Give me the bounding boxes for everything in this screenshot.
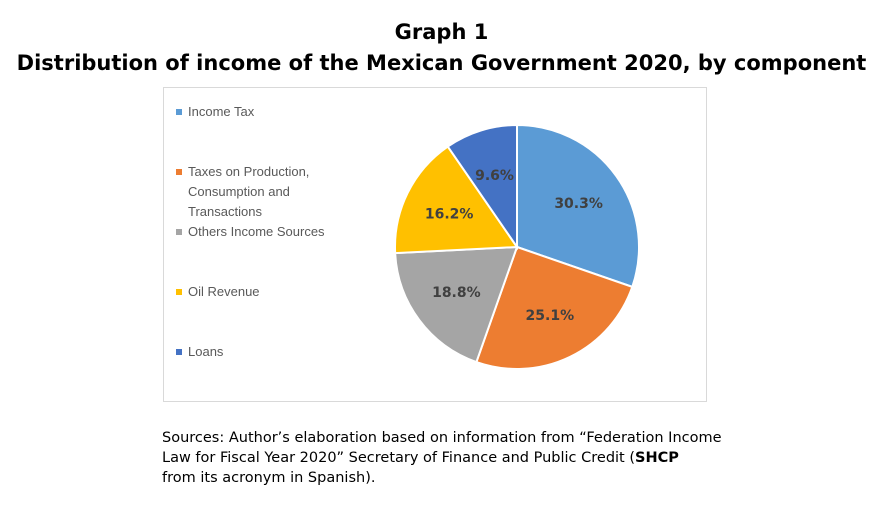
legend-item: Loans bbox=[176, 342, 388, 362]
legend-label: Taxes on Production, Consumption and Trans… bbox=[188, 164, 310, 219]
pie-slice bbox=[394, 245, 519, 364]
data-label: 30.3% bbox=[554, 196, 603, 212]
legend-label: Loans bbox=[188, 344, 224, 359]
legend-item: Taxes on Production, Consumption and Trans… bbox=[176, 162, 388, 222]
chart-title: Graph 1 bbox=[394, 20, 489, 44]
data-label: 16.2% bbox=[425, 207, 474, 223]
source-line-2: Law for Fiscal Year 2020” Secretary of F… bbox=[162, 450, 636, 466]
data-label: 9.6% bbox=[475, 168, 514, 184]
pie-slice bbox=[516, 123, 640, 289]
legend-swatch bbox=[176, 109, 182, 115]
chart-area: Income Tax Taxes on Production, Consumptio… bbox=[163, 87, 707, 402]
legend-item: Others Income Sources bbox=[176, 222, 388, 242]
legend-item: Income Tax bbox=[176, 102, 388, 122]
source-note: Sources: Author’s elaboration based on i… bbox=[162, 428, 762, 488]
pie-slice bbox=[394, 145, 519, 255]
pie-chart: 30.3% 25.1% 18.8% 16.2% 9.6% bbox=[394, 123, 640, 370]
data-label: 18.8% bbox=[432, 285, 481, 301]
source-line-3: from its acronym in Spanish). bbox=[162, 470, 376, 486]
legend-swatch bbox=[176, 349, 182, 355]
pie-slice bbox=[446, 123, 518, 251]
legend-swatch bbox=[176, 229, 182, 235]
source-acronym: SHCP bbox=[635, 450, 679, 466]
legend-swatch bbox=[176, 169, 182, 175]
pie-slice bbox=[475, 245, 634, 370]
chart-subtitle: Distribution of income of the Mexican Go… bbox=[16, 51, 867, 75]
legend-label: Oil Revenue bbox=[188, 284, 260, 299]
legend-label: Others Income Sources bbox=[188, 224, 325, 239]
legend-label: Income Tax bbox=[188, 104, 255, 119]
source-line-1: Sources: Author’s elaboration based on i… bbox=[162, 430, 722, 446]
data-label: 25.1% bbox=[526, 308, 575, 324]
legend-item: Oil Revenue bbox=[176, 282, 388, 302]
legend-swatch bbox=[176, 289, 182, 295]
